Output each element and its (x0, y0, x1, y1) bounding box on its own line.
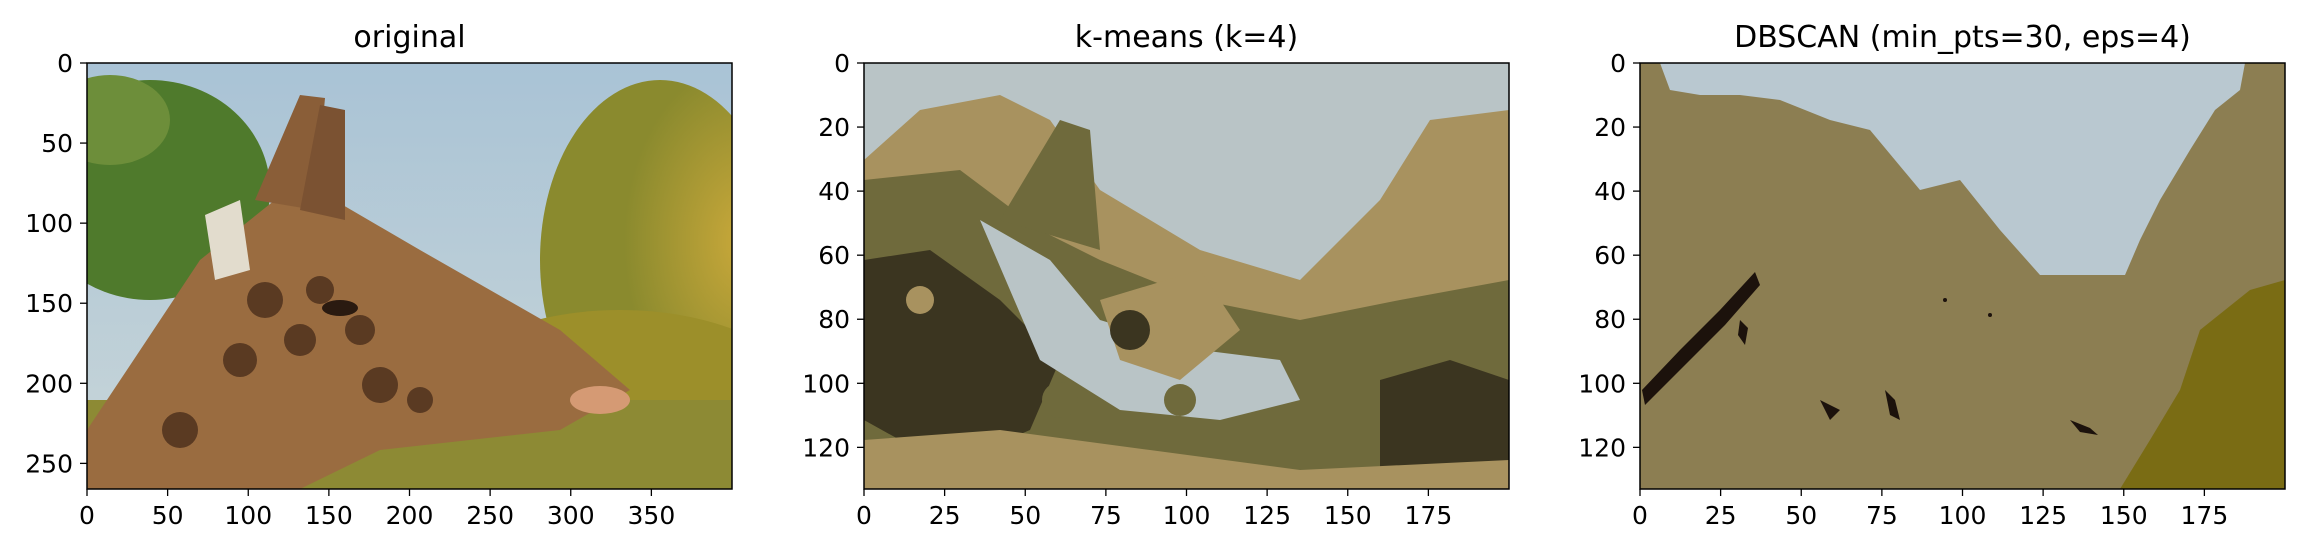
original-ytick-label: 100 (25, 209, 73, 238)
dbscan-xtick-label: 0 (1632, 501, 1648, 530)
kmeans-xtick-label: 175 (1405, 501, 1453, 530)
kmeans-xtick-label: 75 (1090, 501, 1122, 530)
dbscan-xtick-label: 175 (2181, 501, 2229, 530)
kmeans-xtick-label: 100 (1163, 501, 1211, 530)
original-image (87, 63, 732, 489)
dbscan-ytick-label: 100 (1578, 369, 1626, 398)
dbscan-image (1640, 63, 2285, 489)
kmeans-title: k-means (k=4) (1075, 20, 1298, 55)
kmeans-image (864, 63, 1509, 489)
dbscan-ytick-label: 120 (1578, 433, 1626, 462)
original-xtick-label: 350 (628, 501, 676, 530)
original-ytick-label: 50 (41, 129, 73, 158)
original-title: original (353, 20, 465, 55)
original-ytick-label: 0 (57, 49, 73, 78)
kmeans-xtick-label: 50 (1009, 501, 1041, 530)
original-ytick-label: 200 (25, 369, 73, 398)
original-xtick-label: 150 (305, 501, 353, 530)
kmeans-ytick-label: 40 (818, 177, 850, 206)
dbscan-xtick-label: 125 (2019, 501, 2067, 530)
kmeans-xtick-label: 125 (1243, 501, 1291, 530)
dbscan-ytick-label: 40 (1594, 177, 1626, 206)
kmeans-ytick-label: 0 (834, 49, 850, 78)
kmeans-xtick-label: 0 (856, 501, 872, 530)
original-ytick-label: 150 (25, 289, 73, 318)
original-xtick-label: 0 (79, 501, 95, 530)
original-xtick-label: 50 (152, 501, 184, 530)
kmeans-ytick-label: 20 (818, 113, 850, 142)
kmeans-ytick-label: 120 (802, 433, 850, 462)
dbscan-ytick-label: 60 (1594, 241, 1626, 270)
original-xtick-label: 250 (466, 501, 514, 530)
kmeans-xtick-label: 25 (929, 501, 961, 530)
dbscan-xtick-label: 50 (1785, 501, 1817, 530)
dbscan-ytick-label: 80 (1594, 305, 1626, 334)
dbscan-ytick-label: 0 (1610, 49, 1626, 78)
kmeans-xtick-label: 150 (1324, 501, 1372, 530)
original-xtick-label: 100 (224, 501, 272, 530)
original-ytick-label: 250 (25, 449, 73, 478)
original-xtick-label: 200 (386, 501, 434, 530)
kmeans-ytick-label: 100 (802, 369, 850, 398)
dbscan-xtick-label: 25 (1705, 501, 1737, 530)
original-xtick-label: 300 (547, 501, 595, 530)
dbscan-xtick-label: 150 (2100, 501, 2148, 530)
dbscan-title: DBSCAN (min_pts=30, eps=4) (1734, 20, 2191, 55)
dbscan-ytick-label: 20 (1594, 113, 1626, 142)
dbscan-xtick-label: 100 (1939, 501, 1987, 530)
kmeans-ytick-label: 80 (818, 305, 850, 334)
dbscan-xtick-label: 75 (1866, 501, 1898, 530)
kmeans-ytick-label: 60 (818, 241, 850, 270)
